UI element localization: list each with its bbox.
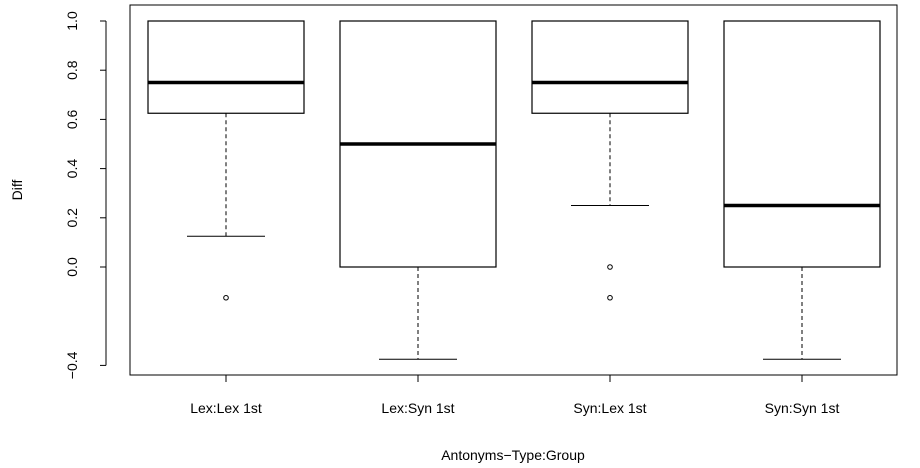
outlier-point [223,294,229,301]
box-3 [531,20,689,301]
y-tick-label: −0.4 [64,351,80,379]
box-body [147,20,305,114]
y-tick-label: 0.4 [64,159,80,179]
x-tick-label: Lex:Syn 1st [381,400,454,416]
y-axis: −0.4 0.0 0.2 0.4 0.6 0.8 1.0 [64,11,107,379]
y-tick-label: 0.6 [64,109,80,129]
x-tick-label: Lex:Lex 1st [190,400,262,416]
x-axis: Lex:Lex 1st Lex:Syn 1st Syn:Lex 1st Syn:Syn… [190,374,840,416]
y-tick-label: 0.0 [64,257,80,277]
x-axis-title: Antonyms−Type:Group [441,447,585,463]
box-2 [339,20,497,360]
y-tick-label: 0.2 [64,208,80,228]
y-tick-label: 0.8 [64,60,80,80]
box-4 [723,20,881,360]
y-axis-title: Diff [9,180,25,201]
box-body [531,20,689,114]
box-body [723,20,881,268]
boxes [147,20,881,360]
outlier-point [607,294,613,301]
y-tick-label: 1.0 [64,11,80,31]
x-tick-label: Syn:Syn 1st [765,400,840,416]
box-1 [147,20,305,301]
outlier-point [607,264,613,270]
x-tick-label: Syn:Lex 1st [573,400,646,416]
